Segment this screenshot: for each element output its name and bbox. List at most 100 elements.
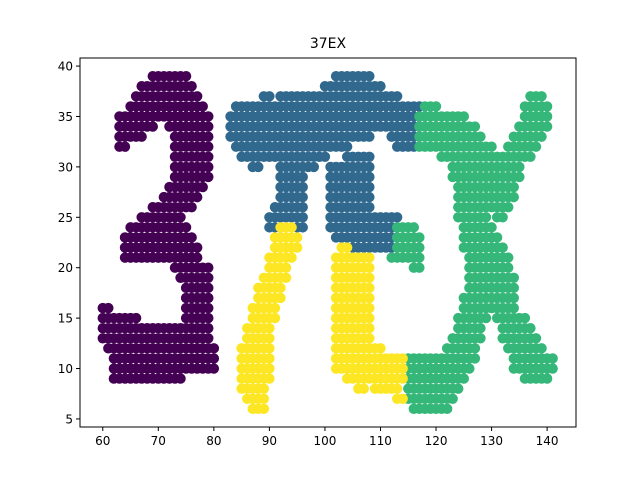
data-point	[308, 161, 320, 173]
data-point	[497, 212, 508, 223]
data-point	[358, 383, 370, 394]
y-tick-label: 30	[58, 160, 73, 174]
data-point	[364, 312, 375, 324]
x-tick-label: 60	[95, 434, 110, 448]
data-point	[414, 242, 425, 253]
data-point	[364, 262, 375, 273]
data-point	[364, 333, 375, 344]
data-point	[147, 121, 158, 132]
data-point	[275, 282, 286, 294]
data-point	[203, 282, 214, 294]
plot-frame	[79, 57, 577, 428]
data-point	[486, 141, 497, 152]
data-point	[364, 70, 375, 82]
x-tick-label: 110	[369, 434, 392, 448]
data-point	[186, 232, 197, 243]
x-tick-label: 140	[536, 434, 559, 448]
data-point	[203, 262, 214, 273]
data-point	[364, 171, 375, 183]
data-point	[475, 131, 486, 142]
data-point	[547, 353, 558, 364]
data-point	[375, 81, 386, 92]
data-point	[364, 191, 375, 203]
data-point	[364, 272, 375, 283]
data-point	[508, 272, 519, 283]
data-point	[397, 373, 408, 384]
data-point	[269, 312, 281, 324]
data-point	[130, 312, 142, 324]
data-point	[203, 302, 214, 314]
data-point	[286, 252, 297, 263]
data-point	[280, 272, 292, 283]
data-point	[414, 232, 425, 243]
data-point	[514, 171, 525, 183]
y-tick-label: 40	[58, 60, 73, 74]
y-tick-label: 35	[58, 110, 73, 124]
data-point	[503, 262, 514, 273]
data-point	[297, 222, 308, 233]
chart-title: 37EX	[310, 36, 347, 52]
x-tick-label: 120	[425, 434, 448, 448]
data-point	[364, 202, 375, 213]
data-point	[364, 151, 375, 162]
y-tick-label: 25	[58, 211, 73, 225]
data-point	[203, 333, 214, 344]
data-point	[486, 222, 497, 233]
data-point	[275, 292, 286, 304]
data-point	[364, 161, 375, 173]
data-point	[391, 91, 403, 102]
data-point	[480, 212, 492, 223]
data-point	[192, 191, 203, 203]
data-point	[508, 292, 519, 304]
data-point	[536, 343, 547, 354]
data-point	[503, 202, 514, 213]
y-tick-label: 5	[65, 412, 73, 426]
data-point	[203, 272, 214, 283]
data-point	[203, 151, 214, 162]
data-point	[469, 121, 481, 132]
data-point	[508, 191, 519, 203]
data-point	[341, 141, 353, 152]
x-tick-label: 70	[151, 434, 166, 448]
data-point	[514, 161, 525, 173]
data-point	[119, 141, 131, 152]
data-point	[297, 191, 308, 203]
data-point	[475, 323, 486, 334]
data-point	[464, 363, 475, 374]
data-point	[364, 302, 375, 314]
data-point	[447, 393, 458, 404]
data-point	[391, 383, 403, 394]
data-point	[397, 363, 408, 374]
data-point	[408, 222, 420, 233]
data-point	[203, 111, 214, 122]
data-point	[508, 302, 519, 314]
data-point	[503, 252, 514, 263]
data-point	[280, 262, 292, 273]
data-point	[297, 181, 308, 193]
data-point	[203, 292, 214, 304]
series-2	[386, 91, 558, 415]
data-point	[186, 202, 197, 213]
x-tick-label: 80	[206, 434, 221, 448]
data-point	[458, 111, 469, 122]
data-point	[469, 343, 481, 354]
data-point	[186, 81, 197, 92]
data-point	[291, 232, 303, 243]
x-axis-ticks: 60 70 80 90 100 110 120 130 140	[95, 427, 559, 448]
data-point	[525, 151, 536, 162]
data-point	[475, 333, 486, 344]
data-point	[264, 363, 275, 374]
data-point	[508, 282, 519, 294]
data-point	[180, 70, 192, 82]
data-point	[364, 282, 375, 294]
data-point	[286, 222, 297, 233]
data-point	[203, 141, 214, 152]
data-point	[364, 252, 375, 263]
data-point	[264, 333, 275, 344]
data-point	[264, 373, 275, 384]
data-point	[264, 343, 275, 354]
data-point	[364, 181, 375, 193]
data-point	[258, 383, 270, 394]
